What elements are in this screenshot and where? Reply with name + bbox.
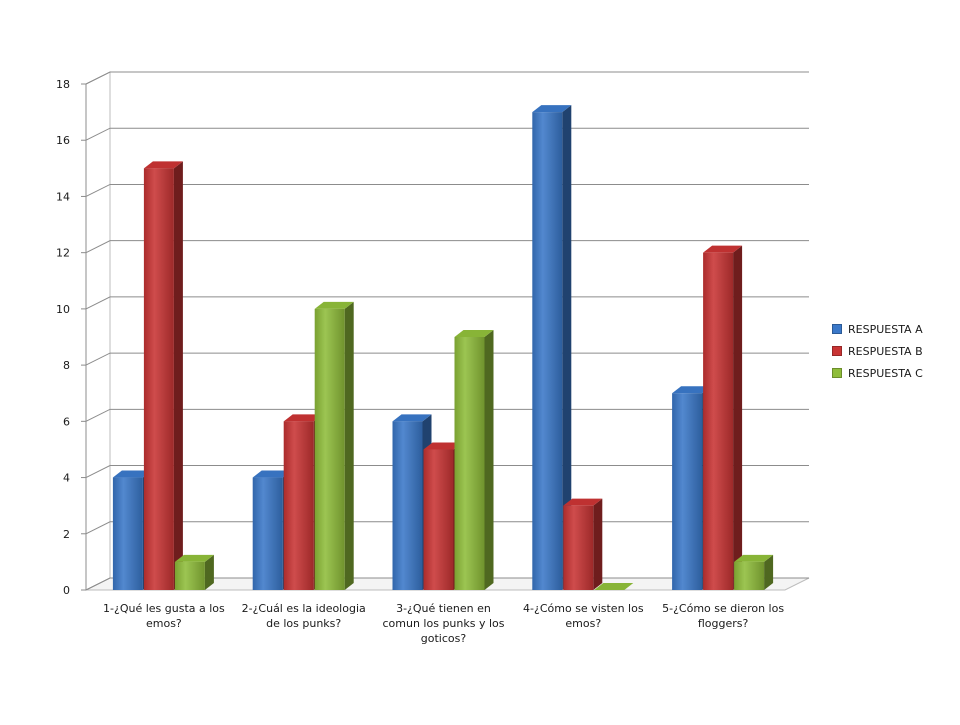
x-tick-label: 1-¿Qué les gusta a los emos? — [101, 601, 227, 631]
bar-front — [252, 477, 283, 590]
x-tick-label-line: de los punks? — [266, 617, 342, 630]
bar-front — [532, 112, 563, 590]
bar — [703, 245, 743, 590]
x-tick-label: 3-¿Qué tienen en comun los punks y los got… — [381, 601, 507, 646]
x-tick-label: 5-¿Cómo se dieron los floggers? — [660, 601, 786, 631]
gridline — [85, 352, 809, 366]
y-tick-label: 8 — [63, 359, 70, 372]
bar-top — [252, 470, 292, 478]
gridline — [85, 240, 809, 254]
legend-item: RESPUESTA B — [832, 340, 952, 362]
legend-swatch — [832, 346, 842, 356]
bar-side — [764, 554, 774, 590]
gridlines — [85, 71, 809, 591]
bar-side — [733, 245, 743, 590]
bar-top — [314, 301, 354, 309]
bar — [143, 161, 183, 591]
gridline — [85, 127, 809, 141]
legend-swatch — [832, 324, 842, 334]
bar-front — [454, 337, 485, 590]
side-wall — [85, 71, 111, 591]
y-tick-label: 2 — [63, 528, 70, 541]
legend-label: RESPUESTA A — [848, 322, 923, 336]
gridline — [85, 465, 809, 479]
legend-label: RESPUESTA C — [848, 366, 923, 380]
bar-front — [672, 393, 703, 590]
y-tick-label: 0 — [63, 584, 70, 597]
y-tick-label: 4 — [63, 472, 70, 485]
y-tick-label: 16 — [56, 134, 70, 147]
legend-item: RESPUESTA C — [832, 362, 952, 384]
y-tick-label: 12 — [56, 247, 70, 260]
bar-top — [423, 442, 463, 450]
x-tick-label-line: 4-¿Cómo se visten los — [523, 602, 644, 615]
x-tick-label-line: comun los punks y los — [382, 617, 505, 630]
bar — [314, 301, 354, 590]
y-tick-label: 6 — [63, 415, 70, 428]
bar-side — [484, 330, 494, 590]
bar-top — [563, 498, 603, 506]
bar — [454, 330, 494, 590]
bar-top — [454, 330, 494, 337]
bar-front — [112, 477, 143, 590]
bar-top — [392, 414, 432, 422]
gridline — [85, 296, 809, 310]
bar — [563, 498, 603, 590]
bar-front — [563, 505, 594, 590]
bar-front — [392, 421, 423, 590]
bar-side — [173, 161, 183, 591]
y-axis-ticks: 0 2 4 6 8 10 12 14 16 18 — [56, 78, 87, 597]
x-tick-label: 2-¿Cuál es la ideologia de los punks? — [241, 601, 367, 631]
bar-side — [204, 554, 214, 590]
bar-front — [734, 561, 765, 590]
bar-side — [562, 105, 572, 590]
legend-swatch — [832, 368, 842, 378]
x-tick-label-line: 1-¿Qué les gusta a los — [103, 602, 225, 615]
gridline — [85, 408, 809, 422]
gridline — [85, 71, 809, 85]
legend-item: RESPUESTA A — [832, 318, 952, 340]
y-tick-label: 10 — [56, 303, 70, 316]
legend: RESPUESTA A RESPUESTA B RESPUESTA C — [832, 318, 952, 384]
bars — [112, 105, 774, 591]
bar-front — [143, 168, 174, 591]
bar-side — [344, 301, 354, 590]
gridline — [85, 183, 809, 197]
y-tick-label: 14 — [56, 190, 70, 203]
bar-side — [593, 498, 603, 590]
bar — [174, 554, 214, 590]
bar — [734, 554, 774, 590]
bar-top — [532, 105, 572, 113]
x-tick-label-line: floggers? — [697, 617, 749, 630]
x-tick-label-line: goticos? — [420, 632, 467, 645]
x-tick-label-line: emos? — [145, 617, 182, 630]
bar-top — [672, 386, 712, 394]
bar-front — [283, 421, 314, 590]
x-tick-label: 4-¿Cómo se visten los emos? — [520, 601, 646, 631]
x-tick-label-line: 2-¿Cuál es la ideologia — [241, 602, 366, 615]
bar-top — [143, 161, 183, 169]
x-tick-label-line: 5-¿Cómo se dieron los — [662, 602, 785, 615]
bar-front — [174, 561, 205, 590]
bar — [532, 105, 572, 590]
bar — [594, 583, 634, 590]
bar-front — [314, 308, 345, 590]
x-tick-label-line: emos? — [565, 617, 602, 630]
bar-top — [734, 554, 774, 562]
x-tick-label-line: 3-¿Qué tienen en — [396, 602, 491, 615]
bar-front — [423, 449, 454, 590]
bar-front — [703, 252, 734, 590]
bar-top — [594, 583, 634, 590]
bar-top — [283, 414, 323, 422]
bar-top — [703, 245, 743, 253]
bar-top — [112, 470, 152, 478]
bar-top — [174, 554, 214, 562]
y-tick-label: 18 — [56, 78, 70, 91]
legend-label: RESPUESTA B — [848, 344, 923, 358]
